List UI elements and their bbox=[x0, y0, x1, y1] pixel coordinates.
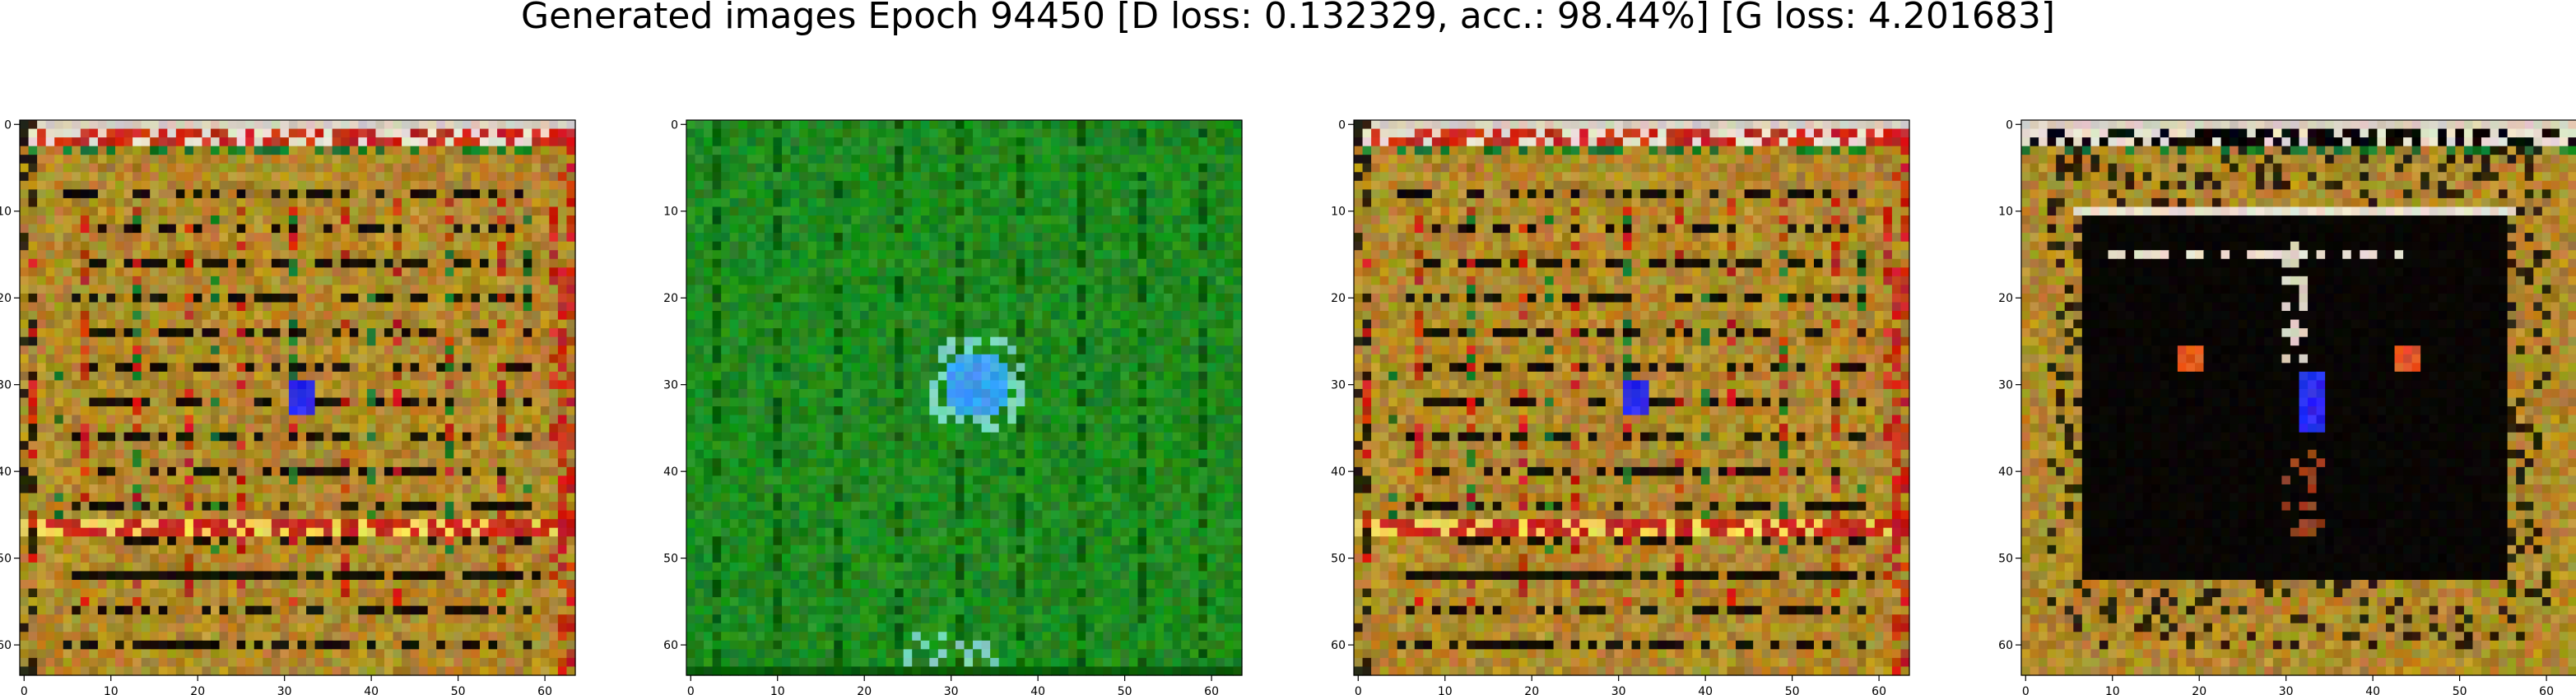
x-tick-label: 50 bbox=[1785, 685, 1800, 695]
y-tick-label: 30 bbox=[1998, 379, 2013, 392]
x-tick-label: 60 bbox=[2539, 685, 2554, 695]
panel-image-4 bbox=[2021, 120, 2576, 676]
panel-frame bbox=[2020, 119, 2576, 676]
y-tick-label: 0 bbox=[2006, 118, 2013, 132]
x-tick-label: 0 bbox=[1355, 685, 1362, 695]
x-tick-label: 20 bbox=[190, 685, 205, 695]
x-tick-label: 10 bbox=[104, 685, 119, 695]
x-tick-label: 60 bbox=[1204, 685, 1219, 695]
panel-image-1 bbox=[20, 120, 576, 676]
y-tick-label: 10 bbox=[663, 206, 678, 219]
x-tick-label: 50 bbox=[1118, 685, 1132, 695]
x-tick-label: 0 bbox=[2022, 685, 2030, 695]
y-tick-label: 30 bbox=[0, 379, 12, 392]
x-tick-label: 30 bbox=[277, 685, 292, 695]
y-tick-label: 60 bbox=[1331, 639, 1346, 652]
y-tick-label: 40 bbox=[663, 466, 678, 479]
panel-frame bbox=[19, 119, 576, 676]
x-tick-label: 60 bbox=[537, 685, 552, 695]
y-tick-label: 40 bbox=[1331, 466, 1346, 479]
panel-image-3 bbox=[1354, 120, 1910, 676]
x-tick-label: 0 bbox=[687, 685, 695, 695]
image-panel-2: 0 10 20 30 40 50 60 0 10 20 30 40 50 60 bbox=[663, 118, 1243, 695]
y-tick-label: 20 bbox=[663, 292, 678, 305]
y-tick-label: 20 bbox=[1998, 292, 2013, 305]
y-tick-label: 50 bbox=[1998, 553, 2013, 566]
x-tick-label: 40 bbox=[1030, 685, 1045, 695]
x-tick-label: 50 bbox=[451, 685, 466, 695]
y-tick-label: 0 bbox=[1338, 118, 1346, 132]
panel-image-2 bbox=[686, 120, 1243, 676]
y-tick-label: 10 bbox=[1998, 206, 2013, 219]
x-tick-label: 0 bbox=[21, 685, 28, 695]
x-tick-label: 20 bbox=[2192, 685, 2206, 695]
x-tick-label: 30 bbox=[1611, 685, 1626, 695]
x-tick-label: 30 bbox=[944, 685, 959, 695]
x-tick-label: 40 bbox=[1698, 685, 1713, 695]
x-tick-label: 60 bbox=[1872, 685, 1886, 695]
figure-title: Generated images Epoch 94450 [D loss: 0.… bbox=[520, 0, 2056, 37]
x-tick-label: 10 bbox=[1438, 685, 1453, 695]
y-tick-label: 50 bbox=[663, 553, 678, 566]
x-tick-label: 10 bbox=[2105, 685, 2120, 695]
x-tick-label: 40 bbox=[364, 685, 379, 695]
x-tick-label: 20 bbox=[1524, 685, 1539, 695]
x-tick-label: 30 bbox=[2279, 685, 2294, 695]
image-panel-3: 0 10 20 30 40 50 60 0 10 20 30 40 50 60 bbox=[1331, 118, 1910, 695]
y-tick-label: 20 bbox=[0, 292, 12, 305]
y-tick-label: 40 bbox=[0, 466, 12, 479]
image-panel-4: 0 10 20 30 40 50 60 0 10 20 30 40 50 60 bbox=[1998, 118, 2576, 695]
panel-frame bbox=[1353, 119, 1910, 676]
y-tick-label: 30 bbox=[1331, 379, 1346, 392]
x-tick-label: 10 bbox=[770, 685, 785, 695]
y-tick-label: 60 bbox=[1998, 639, 2013, 652]
x-tick-label: 20 bbox=[857, 685, 872, 695]
y-tick-label: 30 bbox=[663, 379, 678, 392]
panel-frame bbox=[686, 119, 1243, 676]
y-tick-label: 10 bbox=[0, 206, 12, 219]
y-tick-label: 40 bbox=[1998, 466, 2013, 479]
y-tick-label: 60 bbox=[663, 639, 678, 652]
y-tick-label: 0 bbox=[671, 118, 678, 132]
y-tick-label: 0 bbox=[4, 118, 12, 132]
y-tick-label: 20 bbox=[1331, 292, 1346, 305]
y-tick-label: 60 bbox=[0, 639, 12, 652]
x-tick-label: 50 bbox=[2453, 685, 2467, 695]
y-tick-label: 10 bbox=[1331, 206, 1346, 219]
y-tick-label: 50 bbox=[0, 553, 12, 566]
x-tick-label: 40 bbox=[2365, 685, 2380, 695]
image-panel-1: 0 10 20 30 40 50 60 0 10 20 30 40 50 60 bbox=[0, 118, 576, 695]
y-tick-label: 50 bbox=[1331, 553, 1346, 566]
